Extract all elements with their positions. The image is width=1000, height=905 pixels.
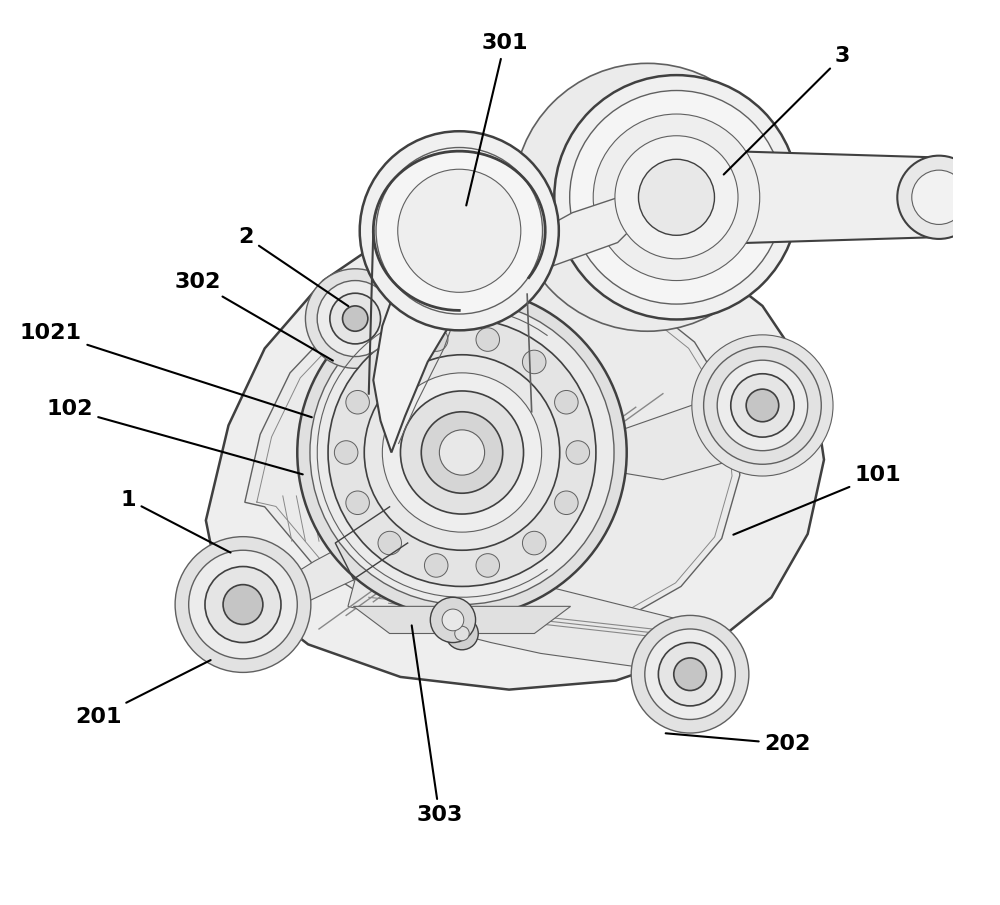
Circle shape [400, 391, 524, 514]
Circle shape [555, 491, 578, 515]
Circle shape [455, 626, 469, 641]
Text: 1021: 1021 [20, 323, 312, 417]
Circle shape [424, 554, 448, 577]
Circle shape [376, 148, 543, 314]
Text: 201: 201 [75, 660, 211, 727]
Polygon shape [505, 195, 645, 267]
Circle shape [446, 617, 478, 650]
Circle shape [593, 114, 760, 281]
Circle shape [522, 531, 546, 555]
Circle shape [615, 136, 738, 259]
Circle shape [421, 412, 503, 493]
Circle shape [330, 293, 381, 344]
Circle shape [692, 335, 833, 476]
Circle shape [731, 374, 794, 437]
Circle shape [364, 355, 560, 550]
Circle shape [328, 319, 596, 586]
Text: 2: 2 [238, 227, 348, 306]
Circle shape [570, 90, 783, 304]
Circle shape [554, 75, 799, 319]
Circle shape [645, 629, 735, 719]
Circle shape [382, 373, 542, 532]
Circle shape [430, 597, 476, 643]
Circle shape [346, 390, 369, 414]
Text: 101: 101 [733, 465, 901, 535]
Circle shape [476, 554, 500, 577]
Circle shape [310, 300, 614, 605]
Polygon shape [245, 262, 740, 635]
Circle shape [442, 609, 464, 631]
Circle shape [334, 441, 358, 464]
Circle shape [378, 350, 402, 374]
Circle shape [189, 550, 297, 659]
Circle shape [638, 159, 714, 235]
Circle shape [305, 269, 405, 368]
Circle shape [717, 360, 808, 451]
Polygon shape [353, 606, 571, 634]
Circle shape [439, 430, 485, 475]
Polygon shape [206, 206, 824, 690]
Text: 301: 301 [466, 33, 528, 205]
Circle shape [746, 389, 779, 422]
Circle shape [566, 441, 590, 464]
Text: 3: 3 [724, 46, 850, 175]
Polygon shape [348, 579, 699, 674]
Polygon shape [245, 525, 382, 615]
Circle shape [343, 306, 368, 331]
Circle shape [205, 567, 281, 643]
Text: 302: 302 [175, 272, 333, 360]
Circle shape [398, 169, 521, 292]
Circle shape [674, 658, 706, 691]
Circle shape [912, 170, 966, 224]
Circle shape [658, 643, 722, 706]
Circle shape [317, 281, 393, 357]
Polygon shape [373, 235, 473, 452]
Text: 1: 1 [121, 490, 231, 553]
Circle shape [346, 491, 369, 515]
Circle shape [631, 615, 749, 733]
Polygon shape [609, 403, 762, 480]
Circle shape [175, 537, 311, 672]
Circle shape [424, 328, 448, 351]
Circle shape [555, 390, 578, 414]
Circle shape [704, 347, 821, 464]
Circle shape [476, 328, 500, 351]
Circle shape [522, 350, 546, 374]
Circle shape [378, 531, 402, 555]
Circle shape [514, 63, 781, 331]
Text: 202: 202 [666, 733, 811, 754]
Text: 102: 102 [46, 399, 303, 474]
Circle shape [297, 288, 627, 617]
Text: 303: 303 [412, 625, 463, 824]
Circle shape [223, 585, 263, 624]
Circle shape [360, 131, 559, 330]
Polygon shape [699, 150, 939, 244]
Circle shape [897, 156, 981, 239]
